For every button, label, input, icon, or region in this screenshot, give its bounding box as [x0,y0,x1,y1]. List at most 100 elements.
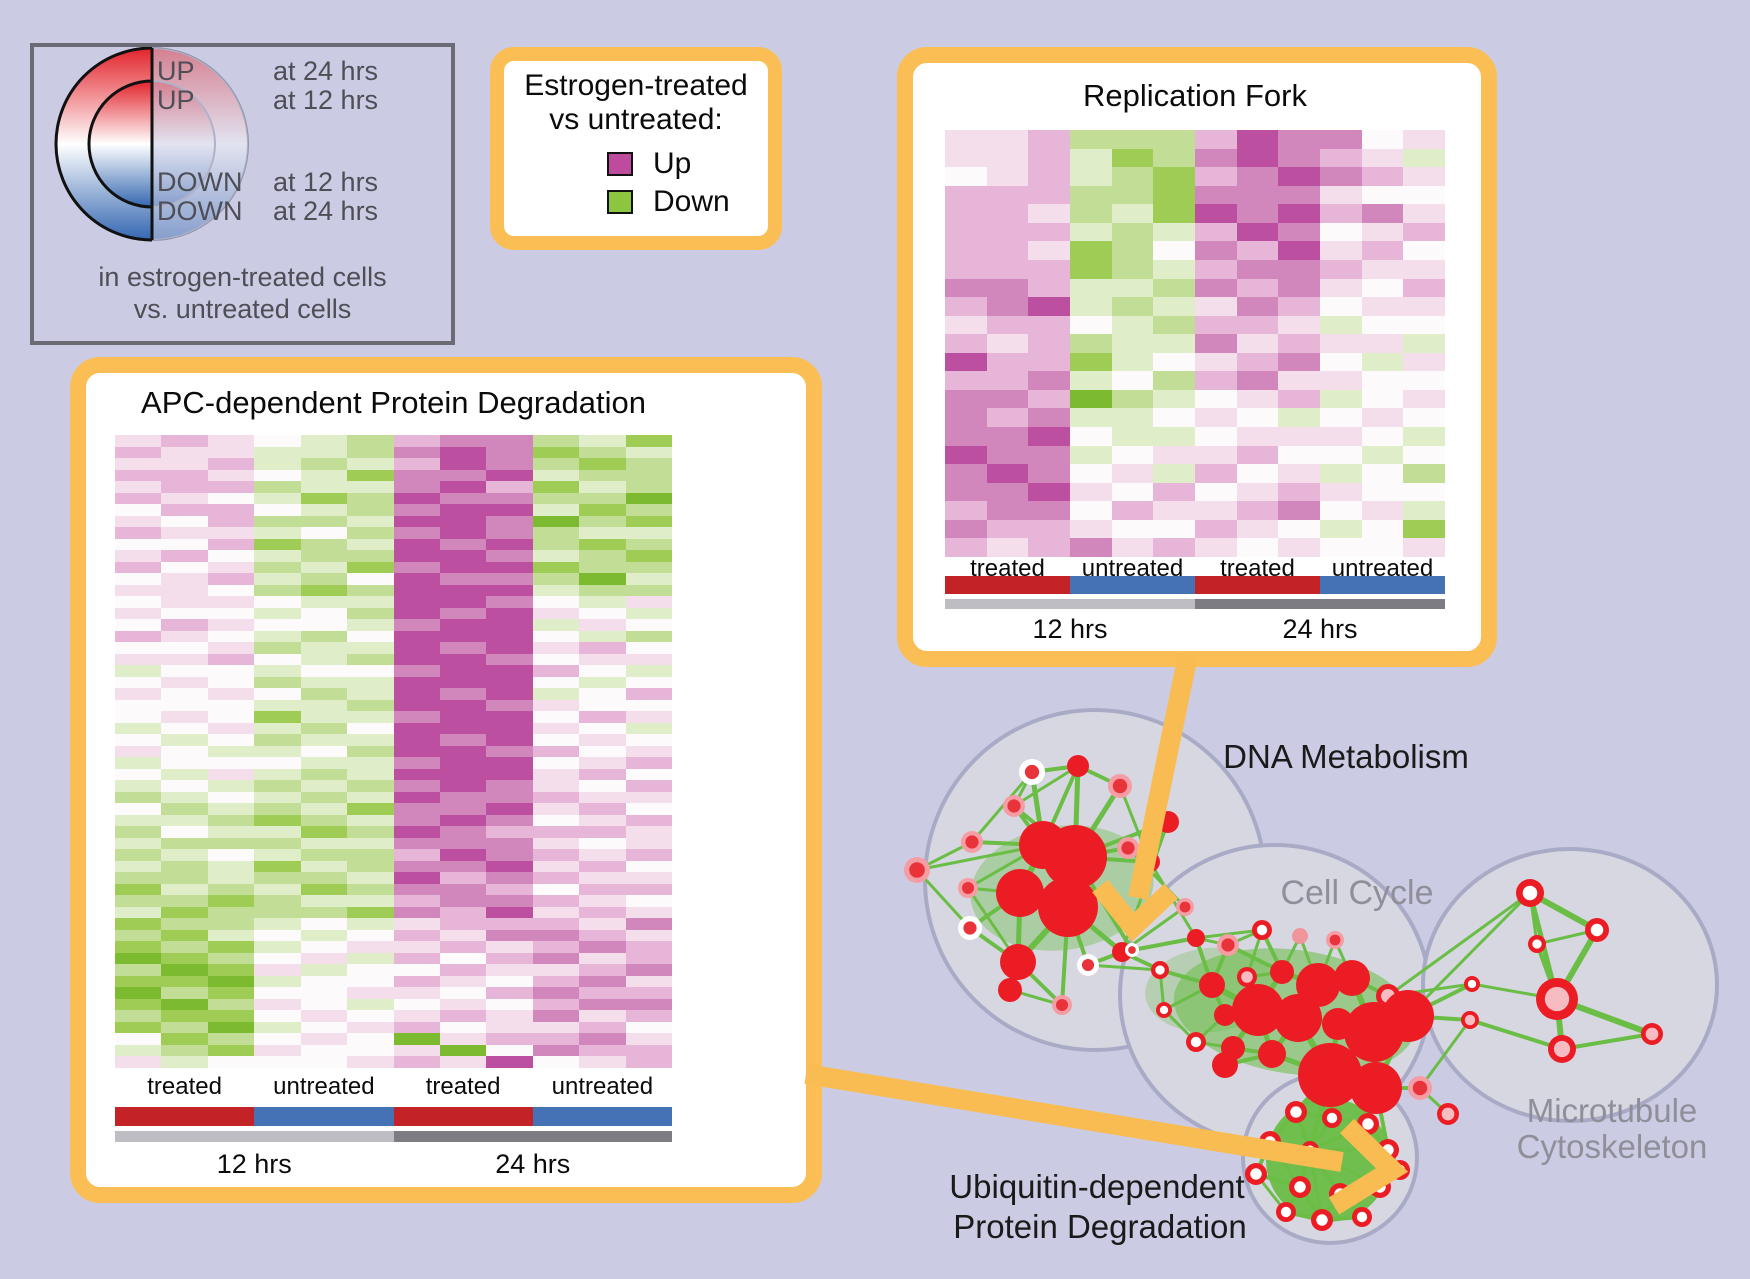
heatmap-cell [532,619,580,631]
heatmap-cell [347,757,394,769]
heatmap-cell [1070,538,1112,557]
heatmap-cell [393,814,440,827]
heatmap-cell [207,814,255,827]
heatmap-cell [115,814,162,827]
heatmap-cell [115,941,162,953]
heatmap-cell [625,435,672,447]
heatmap-cell [300,826,348,838]
heatmap-cell [161,619,208,631]
heatmap-cell [161,515,208,528]
heatmap-cell [161,1033,208,1045]
heatmap-cell [300,515,348,528]
heatmap-cell [1403,389,1445,409]
heatmap-cell [1320,278,1362,298]
heatmap-cell [579,607,626,620]
heatmap-cell [207,918,255,930]
heatmap-cell [579,952,626,965]
heatmap-cell [1070,519,1112,539]
heatmap-cell [1070,334,1112,353]
heatmap-cell [1028,371,1070,390]
heatmap-cell [207,768,255,781]
heatmap-cell [945,334,987,353]
heatmap-cell [1361,334,1404,353]
heatmap-cell [439,814,487,827]
heatmap-cell [1111,371,1154,390]
network-edge [970,771,1034,843]
heatmap-cell [254,481,301,493]
heatmap-cell [254,458,301,470]
heatmap-cell [254,745,301,758]
heatmap-cell [625,826,672,838]
gene-node-core [1362,1118,1374,1130]
heatmap-cell [207,734,255,746]
heatmap-cell [579,849,626,861]
heatmap-cell [1236,501,1279,520]
rf-12hr-bar [945,599,1195,609]
heatmap-cell [115,527,162,539]
heatmap-cell [393,469,440,482]
heatmap-cell [986,427,1029,446]
heatmap-cell [1361,371,1404,390]
heatmap-cell [986,371,1029,390]
heatmap-cell [161,527,208,539]
heatmap-cell [945,222,987,242]
heatmap-cell [115,849,162,861]
heatmap-cell [1028,278,1070,298]
heatmap-cell [207,860,255,873]
heatmap-cell [532,458,580,470]
heatmap-cell [486,918,533,930]
gene-node-core [1159,1005,1169,1015]
heatmap-cell [1153,130,1195,149]
heatmap-cell [625,1033,672,1045]
heatmap-cell [945,464,987,483]
heatmap-cell [207,607,255,620]
heatmap-cell [532,860,580,873]
heatmap-cell [1195,519,1237,539]
heatmap-cell [1153,241,1195,260]
heatmap-cell [393,676,440,689]
heatmap-cell [439,538,487,551]
heatmap-cell [300,1010,348,1022]
heatmap-cell [393,1021,440,1034]
heatmap-cell [115,538,162,551]
heatmap-cell [1153,315,1195,335]
gene-node [1298,1043,1362,1107]
heatmap-cell [115,573,162,585]
heatmap-cell [1236,519,1279,539]
ring-legend-graphic [54,46,249,242]
heatmap-cell [1278,167,1320,186]
heatmap-cell [986,167,1029,186]
heatmap-cell [1403,259,1445,279]
heatmap-cell [439,964,487,976]
heatmap-cell [161,929,208,942]
heatmap-cell [207,780,255,792]
heatmap-cell [1361,389,1404,409]
heatmap-cell [161,676,208,689]
heatmap-cell [1236,278,1279,298]
heatmap-cell [347,665,394,677]
heatmap-cell [161,492,208,505]
heatmap-cell [207,504,255,516]
heatmap-cell [393,561,440,574]
heatmap-cell [1111,408,1154,428]
heatmap-cell [300,975,348,988]
heatmap-cell [347,745,394,758]
heatmap-cell [300,952,348,965]
heatmap-cell [347,435,394,447]
heatmap-cell [1320,222,1362,242]
heatmap-cell [1278,371,1320,390]
heatmap-cell [579,1033,626,1045]
heatmap-cell [439,711,487,723]
heatmap-cell [532,941,580,953]
heatmap-cell [1278,538,1320,557]
heatmap-cell [347,814,394,827]
heatmap-cell [1403,204,1445,223]
heatmap-cell [1403,315,1445,335]
heatmap-cell [347,780,394,792]
heatmap-cell [625,745,672,758]
gene-node-core [1007,799,1021,813]
heatmap-cell [393,987,440,999]
heatmap-cell [207,975,255,988]
heatmap-cell [1278,352,1320,372]
heatmap-cell [207,1021,255,1034]
